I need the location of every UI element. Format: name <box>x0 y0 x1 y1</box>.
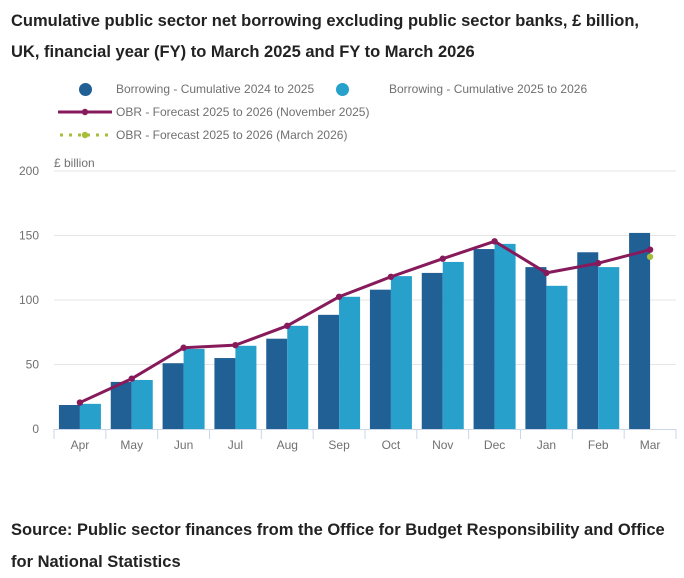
bar-borrowing-2024-2025 <box>266 338 288 429</box>
legend-label: Borrowing - Cumulative 2024 to 2025 <box>116 82 315 96</box>
obr-november-2025-point <box>180 344 187 351</box>
source-note: Source: Public sector finances from the … <box>11 521 665 571</box>
x-tick-label: Apr <box>71 438 90 452</box>
y-tick-label: 150 <box>19 229 39 243</box>
bar-borrowing-2025-2026 <box>339 296 361 429</box>
bars <box>58 232 651 429</box>
bar-borrowing-2024-2025 <box>110 381 132 429</box>
legend-item-obr-march-2026[interactable]: OBR - Forecast 2025 to 2026 (March 2026) <box>58 124 347 146</box>
y-axis-ticks: 0 50 100 150 200 <box>19 164 39 436</box>
y-tick-label: 100 <box>19 293 39 307</box>
obr-november-2025-point <box>543 269 550 277</box>
bar-borrowing-2024-2025 <box>58 405 80 429</box>
bar-borrowing-2024-2025 <box>369 289 391 429</box>
obr-november-2025-line <box>79 239 651 404</box>
bar-borrowing-2024-2025 <box>577 252 599 429</box>
bar-borrowing-2025-2026 <box>390 276 412 429</box>
bar-borrowing-2025-2026 <box>79 403 101 429</box>
bar-borrowing-2024-2025 <box>421 272 443 429</box>
legend-light-blue-circle-icon <box>336 82 349 96</box>
bar-borrowing-2025-2026 <box>442 261 464 429</box>
obr-november-2025-point <box>284 322 291 329</box>
bar-borrowing-2025-2026 <box>183 349 205 429</box>
obr-november-2025-point <box>646 246 654 253</box>
bar-borrowing-2025-2026 <box>131 379 153 429</box>
x-tick-label: Feb <box>588 438 609 452</box>
y-tick-label: 0 <box>32 422 39 436</box>
x-tick-label: Nov <box>432 438 453 452</box>
x-tick-label: Aug <box>277 438 298 452</box>
x-tick-label: Mar <box>640 438 661 452</box>
x-tick-label: Jun <box>174 438 193 452</box>
legend-item-borrowing-2025-2026[interactable]: Borrowing - Cumulative 2025 to 2026 <box>336 78 587 100</box>
x-tick-label: May <box>120 438 143 452</box>
x-axis: Apr May Jun Jul Aug Sep Oct Nov Dec Jan Feb Mar <box>53 429 677 452</box>
legend-dark-blue-circle-icon <box>79 82 92 96</box>
bar-borrowing-2024-2025 <box>629 232 651 429</box>
chart-plot: £ billion 0 50 100 150 200 Apr May Jun Jul Aug Se… <box>19 156 677 452</box>
y-tick-label: 50 <box>26 358 40 372</box>
x-tick-label: Dec <box>484 438 505 452</box>
bar-borrowing-2024-2025 <box>214 358 236 429</box>
x-tick-label: Sep <box>328 438 350 452</box>
bar-borrowing-2024-2025 <box>473 249 495 429</box>
bar-borrowing-2025-2026 <box>235 345 257 429</box>
x-tick-label: Oct <box>382 438 401 452</box>
x-tick-label: Jul <box>228 438 243 452</box>
chart-legend: Borrowing - Cumulative 2024 to 2025 Borr… <box>0 78 684 148</box>
y-tick-label: 200 <box>19 164 39 178</box>
bar-borrowing-2024-2025 <box>318 314 340 429</box>
legend-solid-line-icon <box>58 108 112 116</box>
obr-november-2025-point <box>128 375 135 382</box>
obr-november-2025-point <box>387 273 395 280</box>
obr-november-2025-point <box>595 260 602 267</box>
bar-borrowing-2025-2026 <box>546 285 568 429</box>
bar-borrowing-2024-2025 <box>525 267 547 429</box>
chart-title: Cumulative public sector net borrowing e… <box>11 12 640 61</box>
obr-march-2026-point <box>646 253 654 260</box>
bar-borrowing-2024-2025 <box>162 363 184 429</box>
legend-label: OBR - Forecast 2025 to 2026 (March 2026) <box>116 128 348 142</box>
legend-item-obr-november-2025[interactable]: OBR - Forecast 2025 to 2026 (November 20… <box>58 101 369 123</box>
legend-dotted-line-icon <box>60 131 112 139</box>
bar-borrowing-2025-2026 <box>598 267 620 429</box>
obr-november-2025-point <box>335 293 343 300</box>
obr-november-2025-point <box>491 238 498 245</box>
bar-borrowing-2025-2026 <box>494 243 516 429</box>
forecast-lines <box>76 238 654 406</box>
obr-november-2025-point <box>76 399 84 406</box>
x-tick-label: Jan <box>537 438 556 452</box>
legend-item-borrowing-2024-2025[interactable]: Borrowing - Cumulative 2024 to 2025 <box>79 78 314 100</box>
obr-november-2025-point <box>439 255 446 262</box>
obr-november-2025-point <box>232 341 239 349</box>
bar-borrowing-2025-2026 <box>287 325 309 429</box>
y-axis-label: £ billion <box>54 156 95 170</box>
legend-label: Borrowing - Cumulative 2025 to 2026 <box>389 82 588 96</box>
legend-label: OBR - Forecast 2025 to 2026 (November 20… <box>116 105 370 119</box>
